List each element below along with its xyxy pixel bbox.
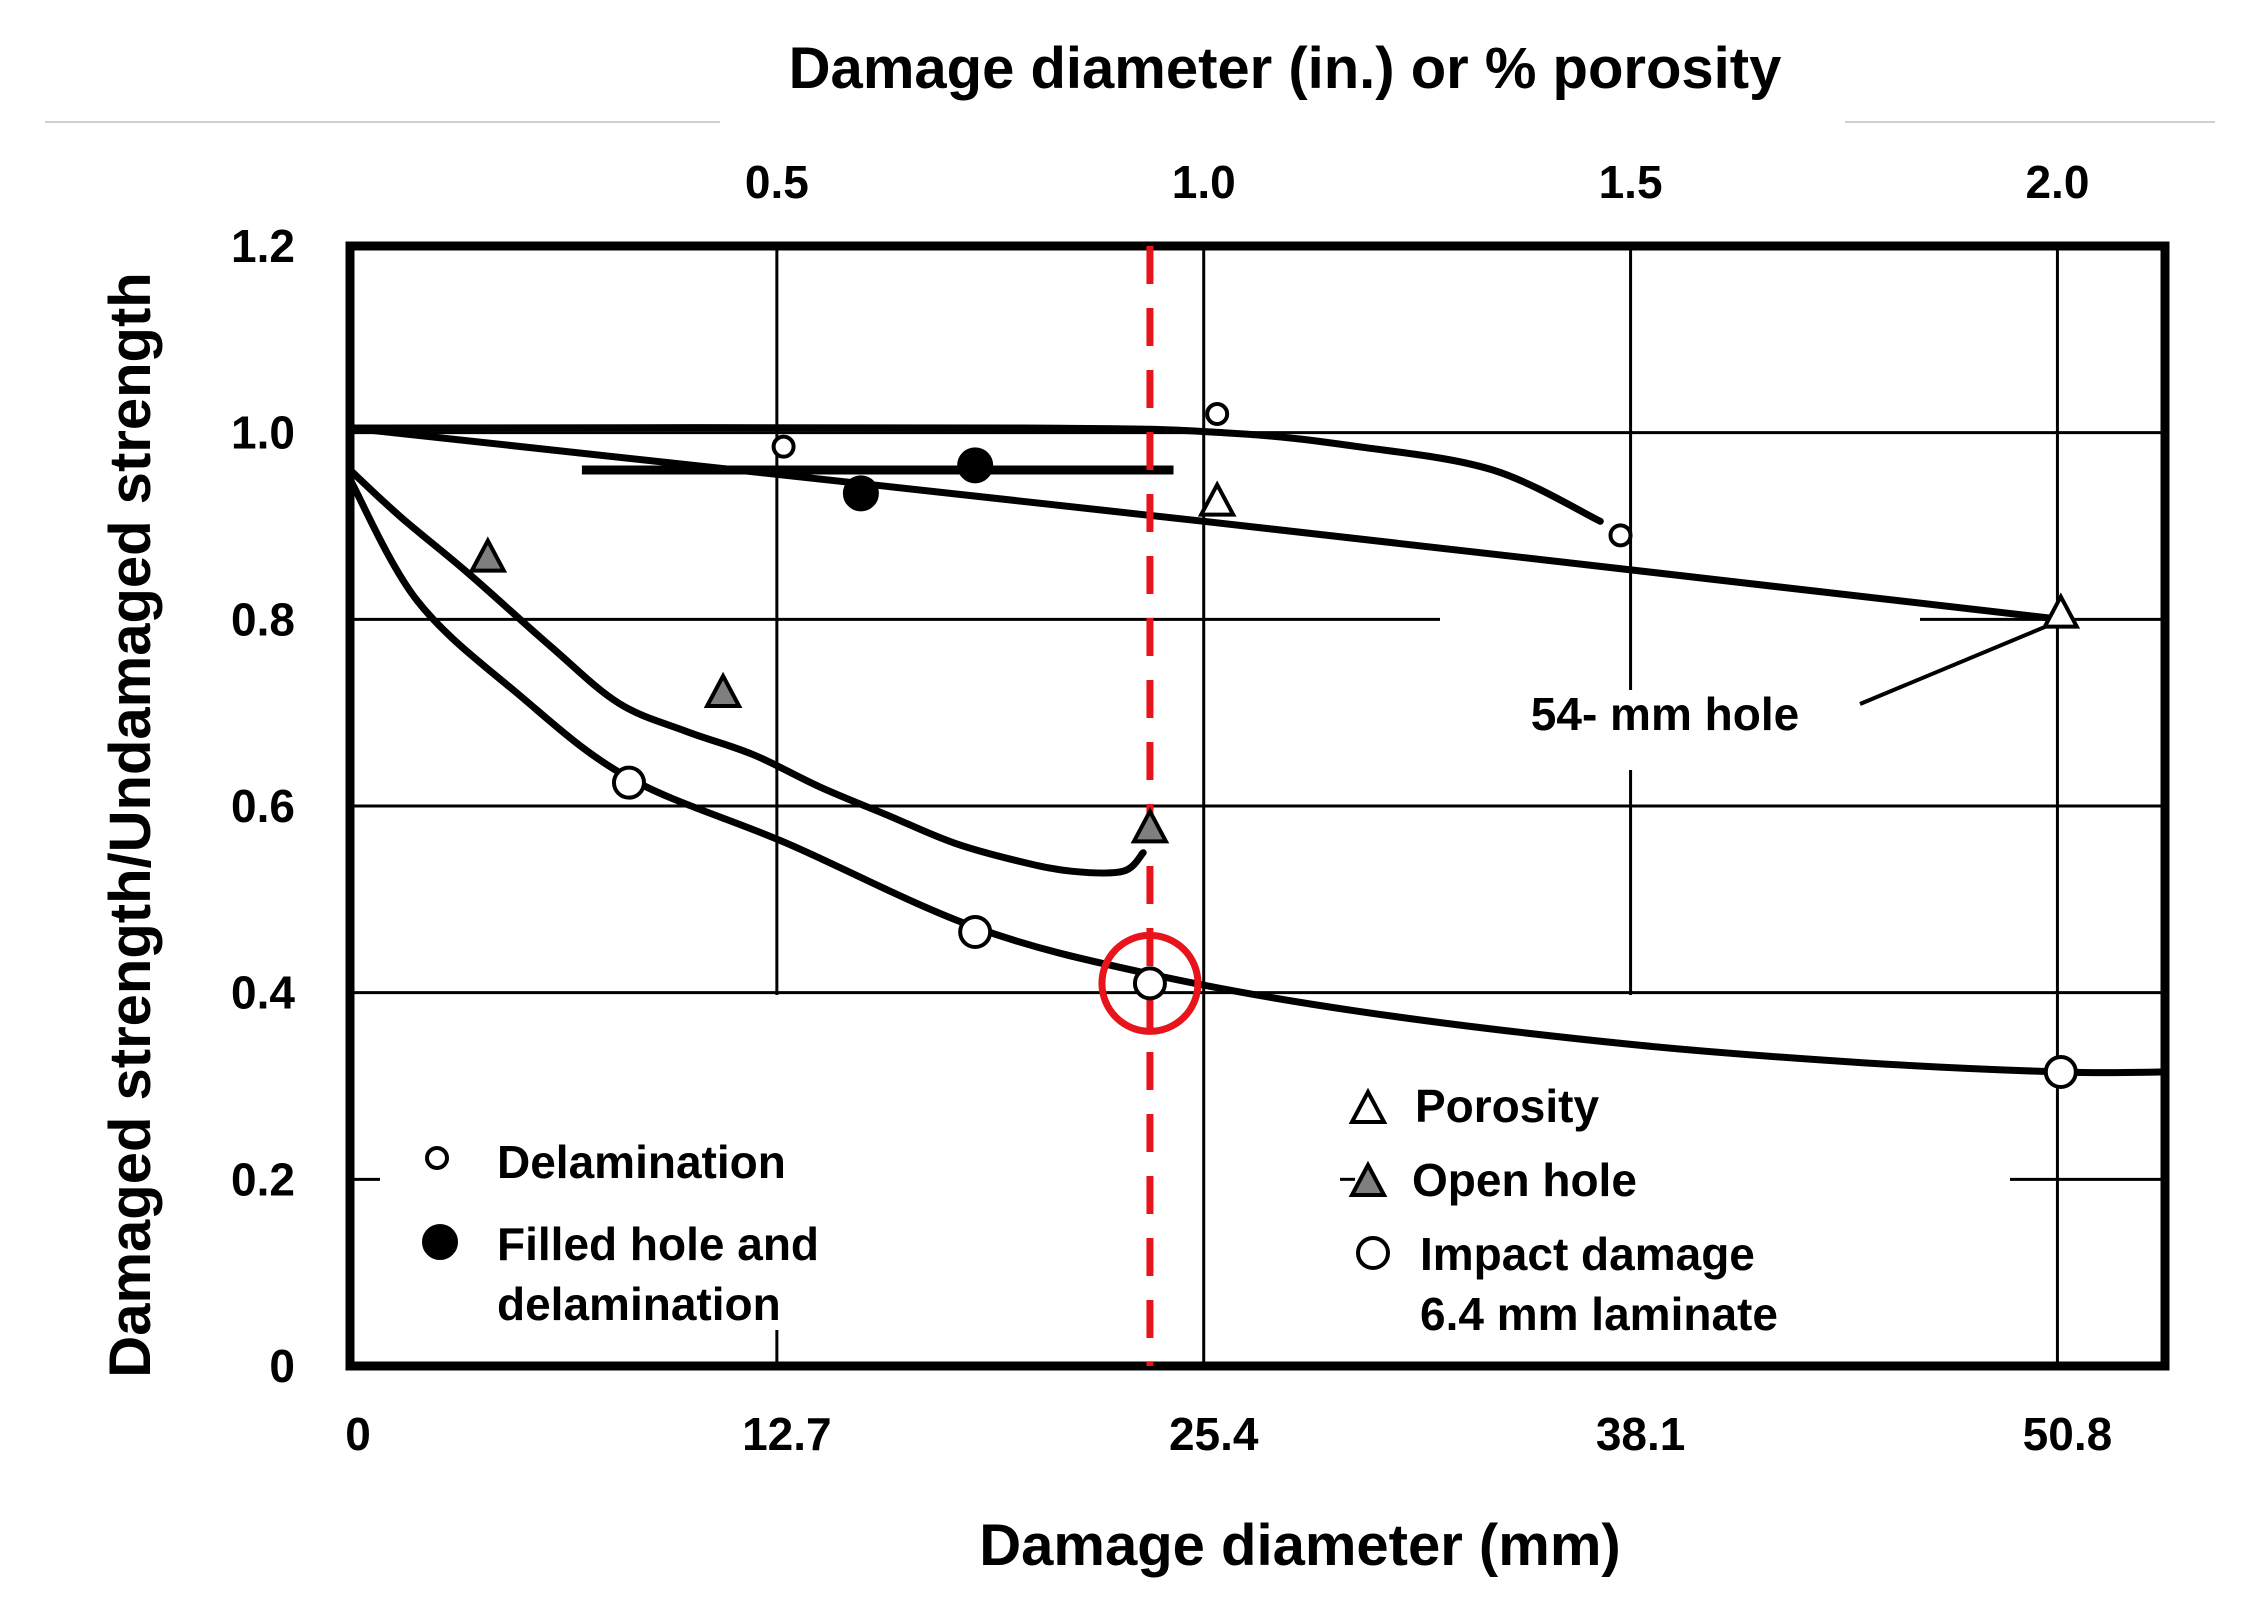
data-point bbox=[2043, 1055, 2078, 1089]
curve-porosity bbox=[346, 424, 2065, 623]
data-point bbox=[842, 475, 879, 512]
data-point bbox=[703, 671, 743, 708]
data-point bbox=[1205, 402, 1230, 426]
curve-open-hole bbox=[346, 466, 1147, 877]
data-point bbox=[957, 447, 994, 484]
curve-delamination bbox=[346, 424, 1604, 525]
y-axis-title: Damaged strength/Undamaged strength bbox=[98, 272, 163, 1377]
legend-marker-porosity bbox=[1348, 1087, 1388, 1124]
bottom-tick-label: 50.8 bbox=[2023, 1408, 2113, 1460]
y-tick-label: 1.0 bbox=[231, 407, 295, 459]
bottom-tick-label: 0 bbox=[345, 1408, 371, 1460]
red-highlight-circle bbox=[1098, 931, 1202, 1035]
legend-label: Open hole bbox=[1412, 1154, 1637, 1206]
curve-impact-damage-6-4-mm-laminate bbox=[346, 475, 2169, 1077]
plot-frame bbox=[345, 241, 2170, 1371]
legend-label: Impact damage bbox=[1420, 1228, 1755, 1280]
bottom-tick-label: 38.1 bbox=[1596, 1408, 1686, 1460]
y-tick-label: 0.4 bbox=[231, 967, 295, 1019]
annotation-leader-line bbox=[1859, 623, 2050, 706]
y-tick-label: 1.2 bbox=[231, 220, 295, 272]
data-point bbox=[1608, 523, 1633, 548]
hole-size-annotation: 54- mm hole bbox=[1531, 688, 1799, 740]
legend-marker-impact-damage bbox=[1356, 1236, 1390, 1270]
point-layer bbox=[468, 402, 2081, 1089]
data-point bbox=[771, 434, 796, 459]
top-tick-label: 0.5 bbox=[745, 156, 809, 208]
top-axis-title: Damage diameter (in.) or % porosity bbox=[789, 36, 1782, 101]
data-point bbox=[611, 765, 646, 800]
data-point bbox=[468, 536, 508, 573]
legend-marker-filled-hole bbox=[422, 1224, 458, 1260]
top-tick-label: 2.0 bbox=[2025, 156, 2089, 208]
bottom-tick-label: 25.4 bbox=[1169, 1408, 1259, 1460]
data-point bbox=[1132, 966, 1167, 1001]
legend-label: 6.4 mm laminate bbox=[1420, 1288, 1778, 1340]
y-tick-label: 0 bbox=[269, 1340, 295, 1392]
legend-label: Porosity bbox=[1415, 1080, 1599, 1132]
legend-layer: Delamination Filled hole and delamination P… bbox=[422, 1080, 1778, 1340]
grid-layer bbox=[350, 246, 2165, 1366]
top-tick-label: 1.5 bbox=[1599, 156, 1663, 208]
tick-layer: 0 0.2 0.4 0.6 0.8 1.0 1.2 0.5 1.0 1.5 2.0 0 12.7 25.4… bbox=[231, 156, 2112, 1460]
legend-label: Delamination bbox=[497, 1136, 786, 1188]
y-tick-label: 0.8 bbox=[231, 593, 295, 645]
data-point bbox=[2041, 592, 2081, 629]
bottom-axis-title: Damage diameter (mm) bbox=[979, 1513, 1620, 1578]
curve-layer bbox=[346, 424, 2169, 1077]
top-tick-label: 1.0 bbox=[1172, 156, 1236, 208]
legend-label: delamination bbox=[497, 1278, 781, 1330]
legend-marker-open-hole bbox=[1348, 1160, 1388, 1197]
legend-marker-delamination bbox=[425, 1146, 449, 1170]
legend-label: Filled hole and bbox=[497, 1218, 819, 1270]
y-tick-label: 0.6 bbox=[231, 780, 295, 832]
annotation-layer: 54- mm hole bbox=[1098, 246, 2050, 1366]
data-point bbox=[1130, 807, 1170, 844]
data-point bbox=[958, 915, 993, 949]
bottom-tick-label: 12.7 bbox=[742, 1408, 832, 1460]
data-point bbox=[1197, 480, 1237, 517]
y-tick-label: 0.2 bbox=[231, 1153, 295, 1205]
